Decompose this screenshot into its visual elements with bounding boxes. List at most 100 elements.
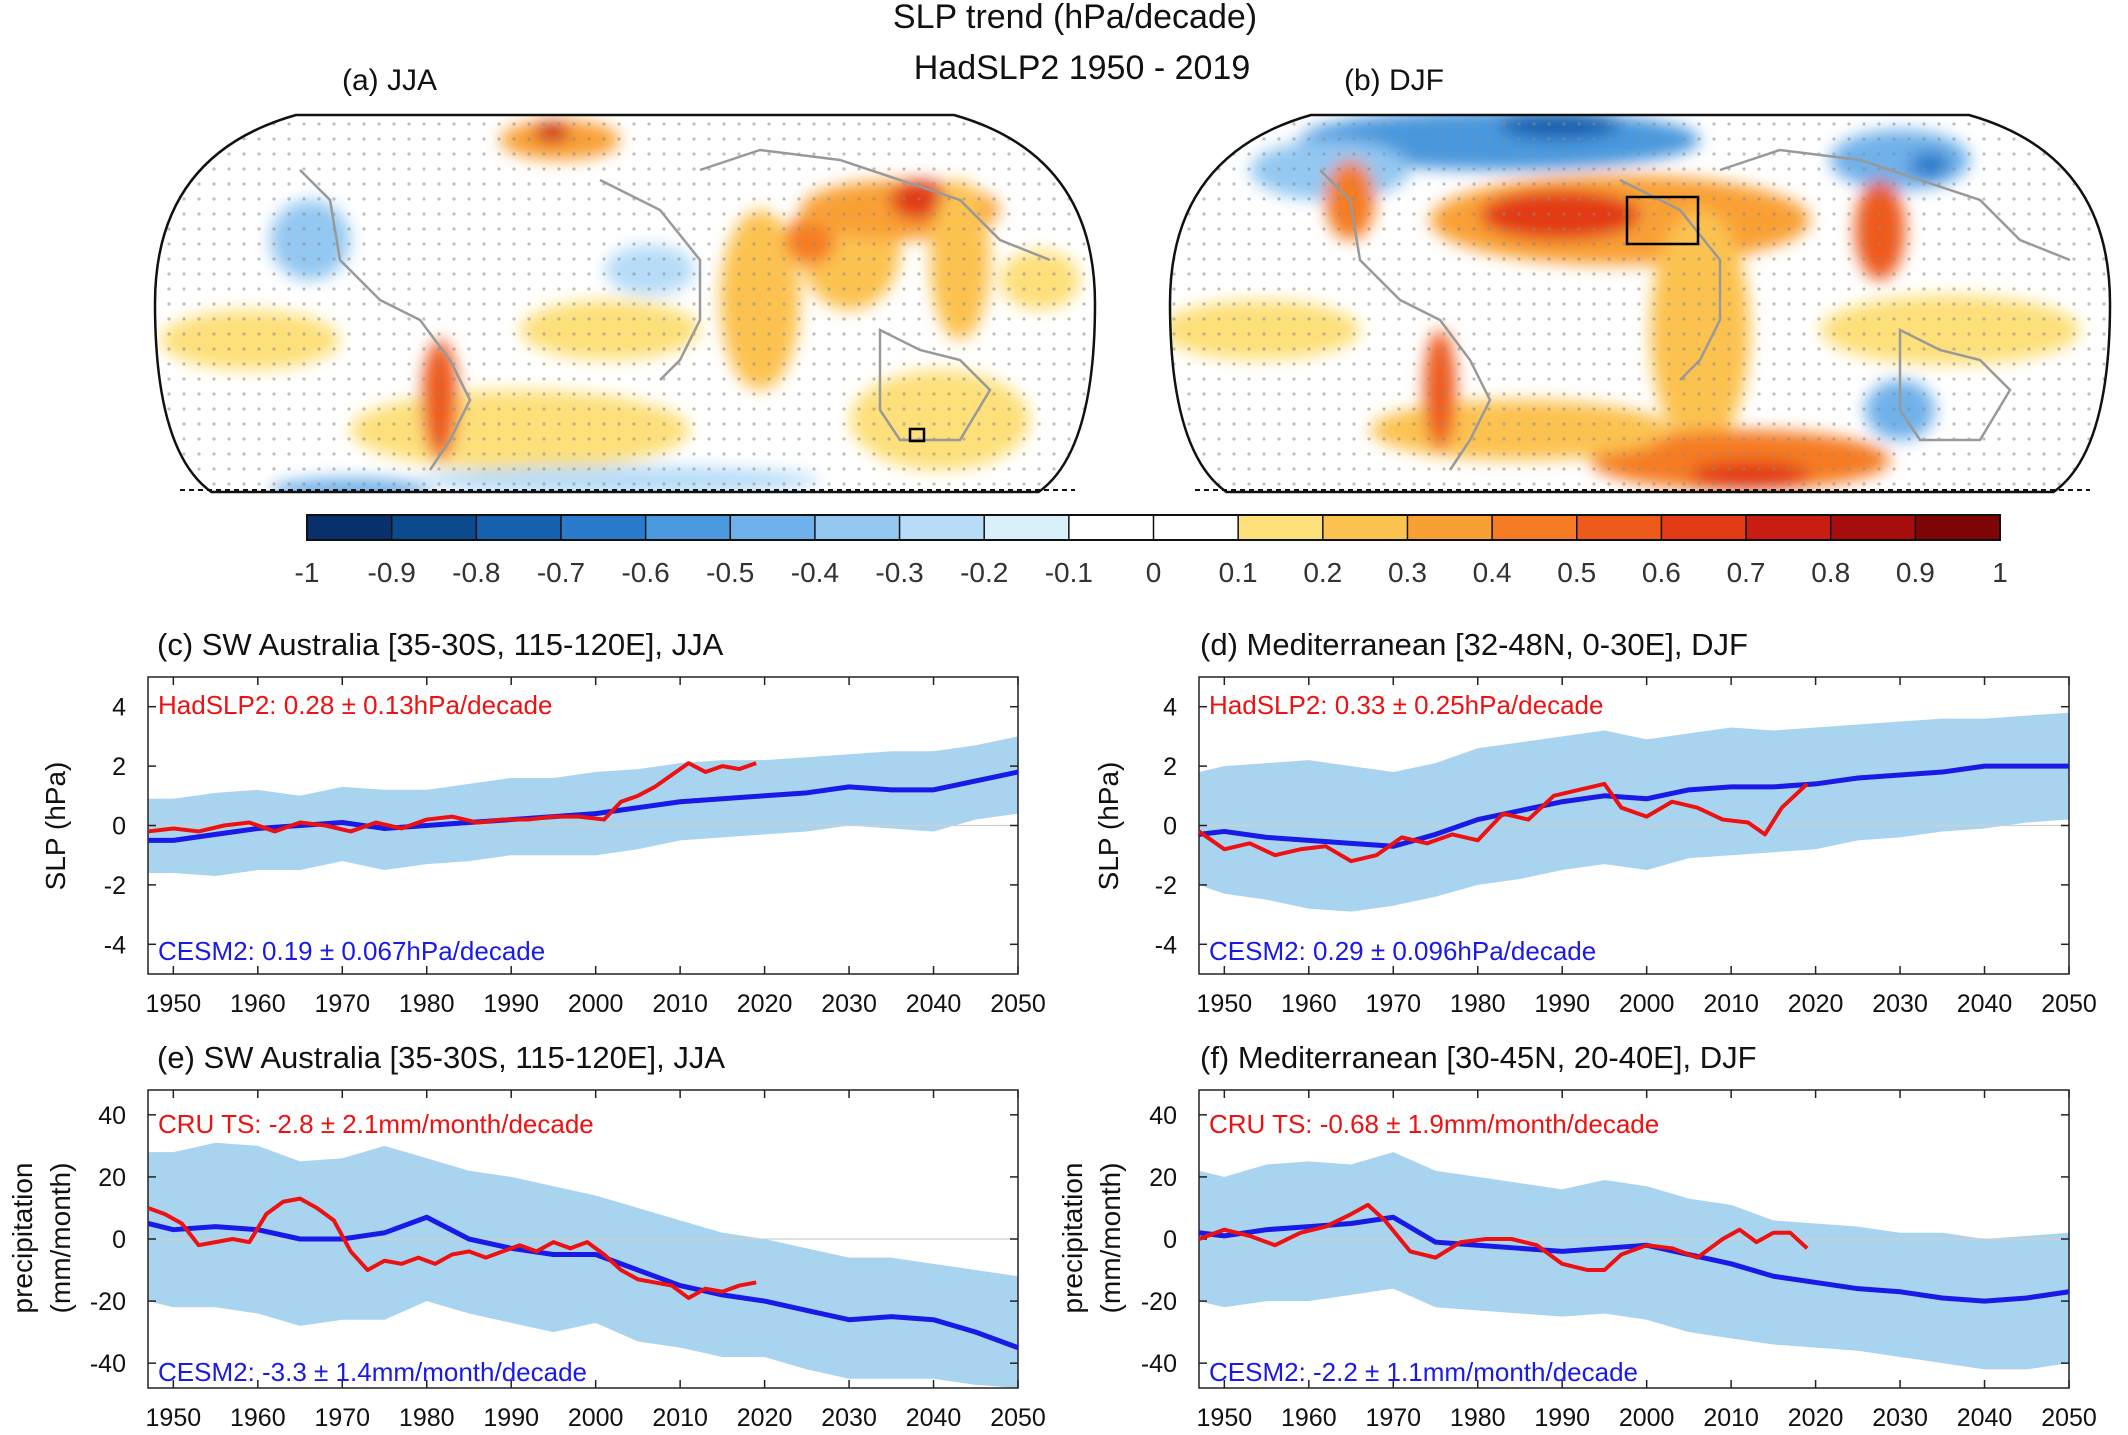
y-axis-label: precipitation [1057,1163,1088,1314]
x-tick-label: 2010 [1703,990,1759,1018]
colorbar-tick-label: -0.4 [791,557,839,588]
figure-title-line1: SLP trend (hPa/decade) [893,0,1257,36]
y-tick-label: -20 [1141,1288,1177,1316]
x-tick-label: 1990 [483,990,539,1018]
colorbar-swatch [814,515,901,540]
x-tick-label: 2000 [568,1404,624,1432]
x-tick-label: 2020 [1788,990,1844,1018]
x-tick-label: 1970 [1365,1404,1421,1432]
x-tick-label: 1970 [314,990,370,1018]
colorbar-swatch [1915,515,2001,540]
observed-trend-annotation: HadSLP2: 0.28 ± 0.13hPa/decade [158,690,552,720]
colorbar-tick-label: 0.2 [1303,557,1342,588]
colorbar-swatch [645,515,731,540]
x-tick-label: 2010 [652,1404,708,1432]
x-tick-label: 2030 [1872,1404,1928,1432]
line-panel: (d) Mediterranean [32-48N, 0-30E], DJF -4… [1093,627,2097,1018]
y-tick-label: 4 [1163,694,1177,722]
colorbar-swatch [1830,515,1916,540]
y-tick-label: -40 [1141,1350,1177,1378]
ensemble-spread-band [148,1142,1018,1388]
y-tick-label: 0 [112,813,126,841]
figure-title-line2: HadSLP2 1950 - 2019 [914,49,1250,87]
y-axis-label-unit: (mm/month) [45,1163,76,1314]
x-tick-label: 2000 [1619,990,1675,1018]
colorbar-tick-label: 0 [1146,557,1162,588]
observed-series-line [147,1196,757,1300]
x-tick-label: 2020 [737,1404,793,1432]
ensemble-spread-band [1199,1152,2069,1370]
x-tick-label: 2050 [2041,990,2097,1018]
x-tick-label: 1980 [1450,1404,1506,1432]
colorbar-tick-label: -0.5 [706,557,754,588]
colorbar-swatch [1661,515,1747,540]
x-tick-label: 2050 [990,990,1046,1018]
colorbar-tick-label: 0.8 [1811,557,1850,588]
x-tick-label: 1960 [1281,1404,1337,1432]
x-tick-label: 1950 [146,1404,202,1432]
colorbar-tick-label: -0.2 [960,557,1008,588]
y-tick-label: 2 [1163,753,1177,781]
colorbar-swatch [307,515,393,540]
x-tick-label: 2000 [568,990,624,1018]
colorbar-tick-label: 0.3 [1388,557,1427,588]
x-tick-label: 2010 [1703,1404,1759,1432]
observed-series-line [147,761,757,834]
map-a-label: (a) JJA [342,64,437,97]
colorbar-swatch [1238,515,1324,540]
x-tick-label: 2050 [990,1404,1046,1432]
colorbar-swatch [1153,515,1239,540]
colorbar-tick-label: -0.1 [1045,557,1093,588]
y-tick-label: 4 [112,694,126,722]
sw-australia-box [908,427,926,443]
map-jja [153,113,1097,494]
colorbar-swatch [1576,515,1662,540]
map-b-label: (b) DJF [1344,64,1444,97]
model-trend-annotation: CESM2: -3.3 ± 1.4mm/month/decade [158,1357,587,1387]
observed-trend-annotation: CRU TS: -2.8 ± 2.1mm/month/decade [158,1109,594,1139]
y-tick-label: 0 [1163,1226,1177,1254]
colorbar: -1 -0.9 -0.8 -0.7 -0.6 -0.5 -0.4 -0.3 -0.2 -0.1 0 0… [295,514,2008,588]
colorbar-tick-label: -0.6 [621,557,669,588]
observed-trend-annotation: HadSLP2: 0.33 ± 0.25hPa/decade [1209,690,1603,720]
colorbar-tick-label: 0.6 [1642,557,1681,588]
colorbar-tick-label: -0.8 [452,557,500,588]
line-panel: (e) SW Australia [35-30S, 115-120E], JJA… [7,1040,1046,1432]
model-trend-annotation: CESM2: -2.2 ± 1.1mm/month/decade [1209,1357,1638,1387]
y-tick-label: 40 [98,1102,126,1130]
colorbar-swatch [984,515,1070,540]
y-tick-label: 20 [98,1164,126,1192]
colorbar-tick-label: -0.9 [368,557,416,588]
y-tick-label: 40 [1149,1102,1177,1130]
y-axis-label: SLP (hPa) [40,762,71,891]
x-tick-label: 2030 [821,1404,877,1432]
colorbar-swatch [1746,515,1832,540]
colorbar-swatch [1068,515,1154,540]
x-tick-label: 1990 [483,1404,539,1432]
x-tick-label: 2040 [906,990,962,1018]
colorbar-swatch [1407,515,1493,540]
y-tick-label: 0 [1163,813,1177,841]
y-tick-label: -2 [1155,872,1177,900]
x-tick-label: 2030 [1872,990,1928,1018]
x-tick-label: 1960 [230,990,286,1018]
y-tick-label: -4 [1155,931,1177,959]
observed-series-line [1198,1202,1809,1273]
x-tick-label: 1980 [399,990,455,1018]
model-trend-annotation: CESM2: 0.29 ± 0.096hPa/decade [1209,936,1596,966]
model-series-line [1198,763,2069,849]
y-axis-label: precipitation [7,1163,38,1314]
x-tick-label: 1950 [1197,990,1253,1018]
x-tick-label: 2040 [1957,1404,2013,1432]
x-tick-label: 1990 [1534,1404,1590,1432]
y-tick-label: 20 [1149,1164,1177,1192]
y-tick-label: 0 [112,1226,126,1254]
y-tick-label: -4 [104,931,126,959]
panel-title: (c) SW Australia [35-30S, 115-120E], JJA [157,627,724,662]
line-panel: (c) SW Australia [35-30S, 115-120E], JJA… [40,627,1046,1018]
x-tick-label: 1980 [1450,990,1506,1018]
x-tick-label: 2040 [1957,990,2013,1018]
y-axis-label: SLP (hPa) [1093,762,1124,891]
colorbar-tick-label: 0.9 [1896,557,1935,588]
